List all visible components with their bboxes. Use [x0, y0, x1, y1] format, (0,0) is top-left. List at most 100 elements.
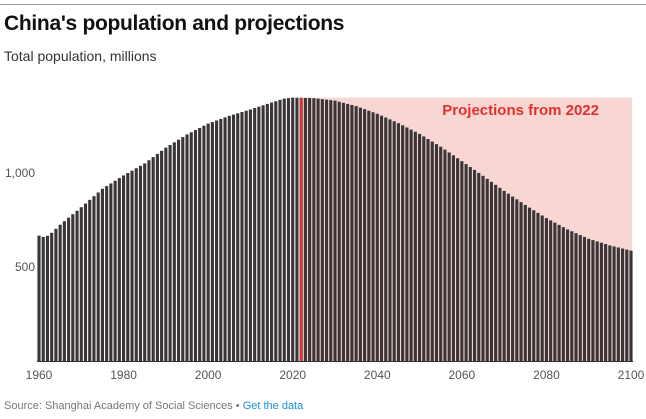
bar-2020 [291, 97, 295, 362]
y-tick-label-500: 500 [15, 260, 35, 274]
bar-1990 [164, 147, 168, 361]
bar-1961 [41, 236, 45, 361]
bar-2085 [566, 229, 570, 361]
bar-2054 [434, 144, 439, 361]
bar-2062 [468, 167, 472, 361]
bar-2000 [206, 123, 210, 361]
bar-1967 [67, 217, 71, 361]
bar-2100 [629, 250, 633, 361]
bar-2017 [278, 99, 282, 362]
bar-1970 [79, 207, 83, 361]
bar-2077 [532, 210, 536, 361]
bar-2008 [240, 112, 244, 361]
bar-2050 [418, 133, 422, 361]
bar-2042 [384, 117, 388, 361]
bar-2035 [354, 106, 358, 361]
bar-2019 [286, 98, 291, 361]
bar-1998 [198, 127, 202, 361]
bar-2063 [472, 169, 477, 361]
bar-2067 [489, 181, 494, 361]
bar-1976 [105, 186, 109, 361]
bar-2097 [616, 247, 620, 361]
bar-1996 [189, 132, 193, 361]
x-tick-label-1980: 1980 [110, 368, 137, 382]
bar-2084 [561, 227, 565, 361]
bar-2082 [553, 222, 557, 361]
bar-2065 [481, 175, 485, 361]
bar-1979 [117, 178, 121, 361]
bar-2099 [625, 249, 629, 361]
bar-2010 [248, 109, 252, 362]
bar-1995 [185, 134, 189, 361]
bar-2045 [396, 123, 400, 362]
x-tick-label-2080: 2080 [533, 368, 560, 382]
bar-2090 [587, 238, 591, 361]
bar-1991 [168, 144, 172, 361]
bar-2080 [544, 218, 548, 361]
bar-2027 [320, 99, 324, 362]
source-footer: Source: Shanghai Academy of Social Scien… [4, 400, 303, 412]
bar-2096 [612, 246, 616, 361]
bar-2034 [350, 104, 354, 361]
bar-2009 [244, 110, 248, 361]
bar-2032 [341, 102, 346, 362]
bar-2015 [270, 102, 274, 361]
bar-2098 [620, 248, 625, 361]
bar-2033 [346, 103, 350, 361]
bar-2037 [363, 109, 367, 361]
bar-1980 [122, 175, 126, 361]
bar-1984 [138, 165, 143, 361]
bar-2014 [265, 103, 269, 361]
bar-2026 [316, 98, 320, 361]
bar-2005 [227, 115, 231, 361]
bar-2024 [308, 98, 312, 362]
bar-2066 [485, 178, 489, 361]
bar-2068 [494, 184, 498, 361]
bar-2029 [329, 100, 333, 361]
bar-2025 [312, 98, 316, 362]
bar-2079 [540, 215, 544, 361]
bar-2052 [426, 139, 430, 361]
bar-2018 [282, 98, 286, 362]
bar-2041 [379, 115, 384, 361]
bar-2094 [604, 244, 608, 361]
bar-1993 [176, 139, 181, 361]
bar-2075 [523, 204, 527, 361]
bar-2060 [460, 161, 464, 361]
bar-1974 [96, 192, 100, 361]
x-tick-label-2000: 2000 [195, 368, 222, 382]
bar-1963 [50, 232, 54, 361]
bar-2064 [477, 172, 481, 361]
bar-2091 [591, 240, 595, 361]
bar-2030 [333, 100, 337, 362]
bar-2048 [409, 129, 413, 361]
bar-2093 [599, 242, 603, 361]
bar-1968 [71, 214, 75, 361]
bar-2071 [506, 193, 510, 361]
bar-1977 [109, 183, 113, 361]
x-tick-label-2100: 2100 [618, 368, 645, 382]
bar-1969 [75, 210, 79, 361]
bar-2072 [511, 196, 515, 361]
bar-1988 [155, 153, 159, 361]
x-tick-label-2060: 2060 [449, 368, 476, 382]
bar-2046 [401, 125, 405, 361]
bar-2088 [578, 235, 582, 361]
bar-2006 [231, 114, 236, 361]
bar-1989 [160, 150, 164, 361]
projection-label: Projections from 2022 [442, 102, 599, 119]
bar-1966 [62, 221, 66, 361]
bar-1978 [113, 180, 117, 361]
bar-2003 [219, 118, 223, 362]
bar-2081 [549, 220, 553, 361]
bar-2011 [253, 108, 257, 361]
bar-2057 [447, 152, 451, 361]
x-tick-label-2040: 2040 [364, 368, 391, 382]
bar-2023 [303, 97, 307, 362]
bar-2073 [515, 199, 519, 361]
bar-2031 [337, 101, 341, 362]
get-the-data-link[interactable]: Get the data [242, 400, 304, 412]
bar-2016 [274, 101, 278, 362]
bar-1982 [130, 170, 134, 361]
bar-2059 [456, 158, 460, 361]
